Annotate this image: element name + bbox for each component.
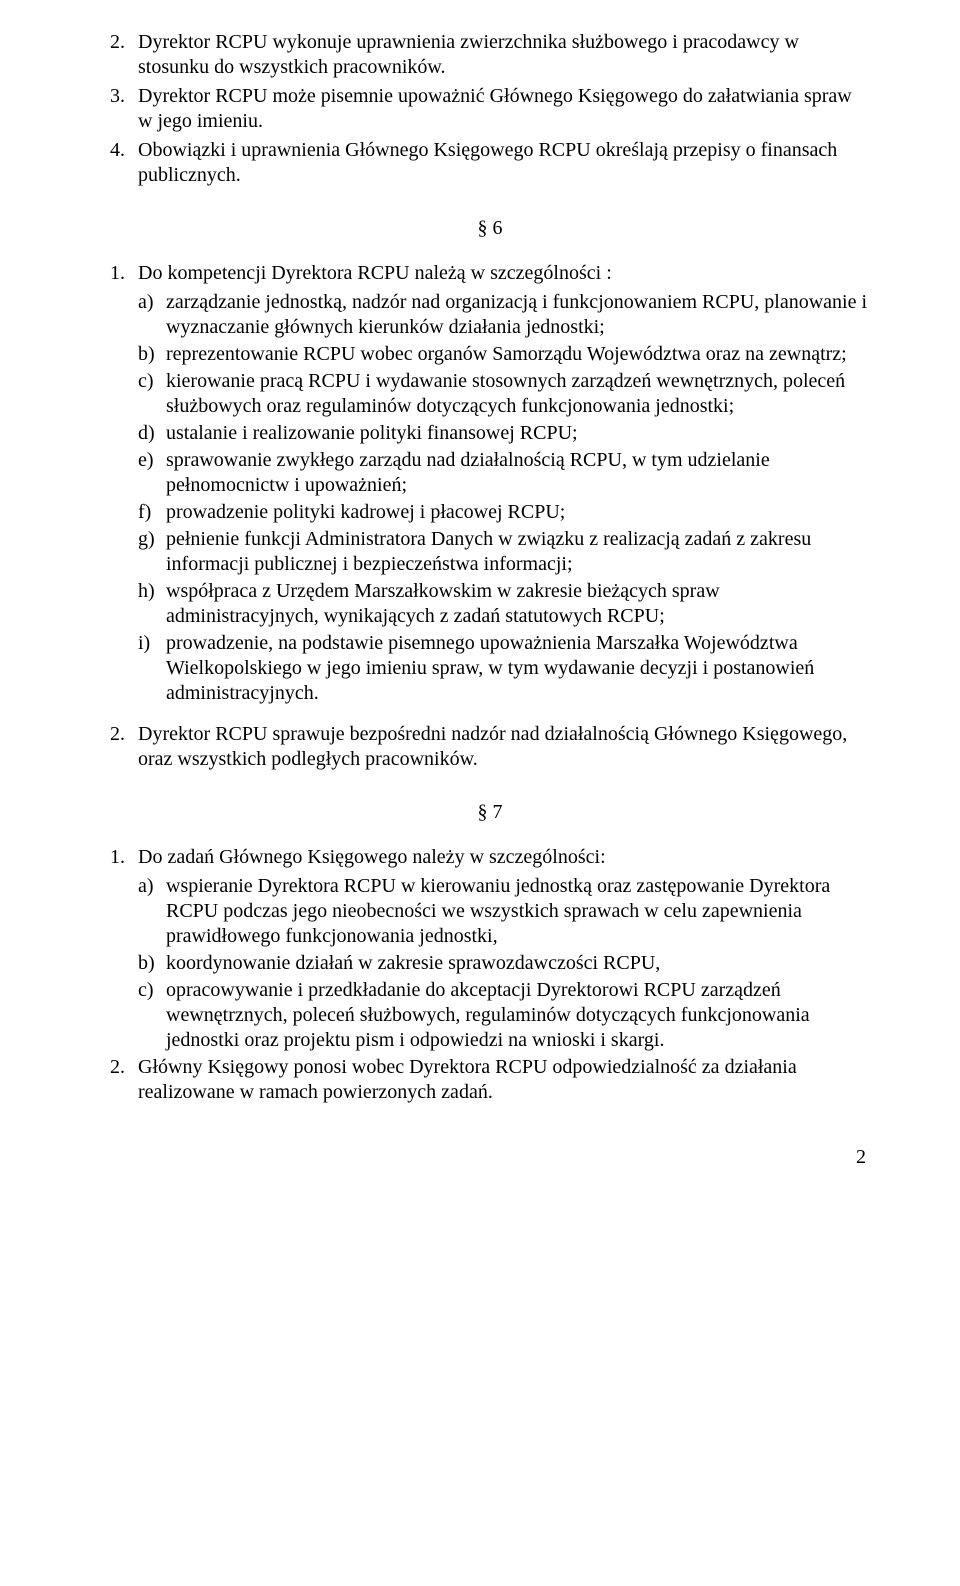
page-number: 2 — [110, 1145, 870, 1170]
list-item: 3. Dyrektor RCPU może pisemnie upoważnić… — [110, 84, 870, 134]
item-text: prowadzenie polityki kadrowej i płacowej… — [166, 500, 870, 525]
item-letter: f) — [138, 500, 166, 525]
sec6-sublist: a) zarządzanie jednostką, nadzór nad org… — [138, 290, 870, 706]
list-item: a) wspieranie Dyrektora RCPU w kierowani… — [138, 874, 870, 949]
item-letter: a) — [138, 290, 166, 340]
item-text: Dyrektor RCPU wykonuje uprawnienia zwier… — [138, 30, 870, 80]
list-item: c) kierowanie pracą RCPU i wydawanie sto… — [138, 369, 870, 419]
item-text: opracowywanie i przedkładanie do akcepta… — [166, 978, 870, 1053]
list-item: 4. Obowiązki i uprawnienia Głównego Księ… — [110, 138, 870, 188]
item-letter: b) — [138, 342, 166, 367]
item-letter: h) — [138, 579, 166, 629]
item-letter: c) — [138, 978, 166, 1053]
item-text: Dyrektor RCPU może pisemnie upoważnić Gł… — [138, 84, 870, 134]
item-letter: c) — [138, 369, 166, 419]
item-text: Dyrektor RCPU sprawuje bezpośredni nadzó… — [138, 722, 870, 772]
item-number: 4. — [110, 138, 138, 188]
item-letter: g) — [138, 527, 166, 577]
list-item: g) pełnienie funkcji Administratora Dany… — [138, 527, 870, 577]
list-item: 1. Do zadań Głównego Księgowego należy w… — [110, 845, 870, 870]
item-text: Obowiązki i uprawnienia Głównego Księgow… — [138, 138, 870, 188]
list-item: b) koordynowanie działań w zakresie spra… — [138, 951, 870, 976]
list-item: i) prowadzenie, na podstawie pisemnego u… — [138, 631, 870, 706]
item-number: 3. — [110, 84, 138, 134]
list-item: f) prowadzenie polityki kadrowej i płaco… — [138, 500, 870, 525]
item-number: 1. — [110, 261, 138, 286]
list-item: 2. Dyrektor RCPU sprawuje bezpośredni na… — [110, 722, 870, 772]
item-text: Do kompetencji Dyrektora RCPU należą w s… — [138, 261, 870, 286]
item-number: 2. — [110, 30, 138, 80]
item-letter: d) — [138, 421, 166, 446]
list-item: h) współpraca z Urzędem Marszałkowskim w… — [138, 579, 870, 629]
item-text: sprawowanie zwykłego zarządu nad działal… — [166, 448, 870, 498]
list-item: c) opracowywanie i przedkładanie do akce… — [138, 978, 870, 1053]
item-text: kierowanie pracą RCPU i wydawanie stosow… — [166, 369, 870, 419]
sec7-sublist: a) wspieranie Dyrektora RCPU w kierowani… — [138, 874, 870, 1053]
item-text: koordynowanie działań w zakresie sprawoz… — [166, 951, 870, 976]
item-letter: i) — [138, 631, 166, 706]
item-text: ustalanie i realizowanie polityki finans… — [166, 421, 870, 446]
list-item: d) ustalanie i realizowanie polityki fin… — [138, 421, 870, 446]
item-text: Do zadań Głównego Księgowego należy w sz… — [138, 845, 870, 870]
list-item: 2. Główny Księgowy ponosi wobec Dyrektor… — [110, 1055, 870, 1105]
item-number: 1. — [110, 845, 138, 870]
item-text: Główny Księgowy ponosi wobec Dyrektora R… — [138, 1055, 870, 1105]
list-item: a) zarządzanie jednostką, nadzór nad org… — [138, 290, 870, 340]
item-number: 2. — [110, 1055, 138, 1105]
top-list: 2. Dyrektor RCPU wykonuje uprawnienia zw… — [110, 30, 870, 188]
list-item: b) reprezentowanie RCPU wobec organów Sa… — [138, 342, 870, 367]
item-text: prowadzenie, na podstawie pisemnego upow… — [166, 631, 870, 706]
item-text: pełnienie funkcji Administratora Danych … — [166, 527, 870, 577]
section-mark-7: § 7 — [110, 800, 870, 825]
list-item: 1. Do kompetencji Dyrektora RCPU należą … — [110, 261, 870, 286]
item-text: reprezentowanie RCPU wobec organów Samor… — [166, 342, 870, 367]
item-letter: a) — [138, 874, 166, 949]
item-text: zarządzanie jednostką, nadzór nad organi… — [166, 290, 870, 340]
item-text: wspieranie Dyrektora RCPU w kierowaniu j… — [166, 874, 870, 949]
item-text: współpraca z Urzędem Marszałkowskim w za… — [166, 579, 870, 629]
item-letter: e) — [138, 448, 166, 498]
item-number: 2. — [110, 722, 138, 772]
list-item: 2. Dyrektor RCPU wykonuje uprawnienia zw… — [110, 30, 870, 80]
section-mark-6: § 6 — [110, 216, 870, 241]
item-letter: b) — [138, 951, 166, 976]
list-item: e) sprawowanie zwykłego zarządu nad dzia… — [138, 448, 870, 498]
